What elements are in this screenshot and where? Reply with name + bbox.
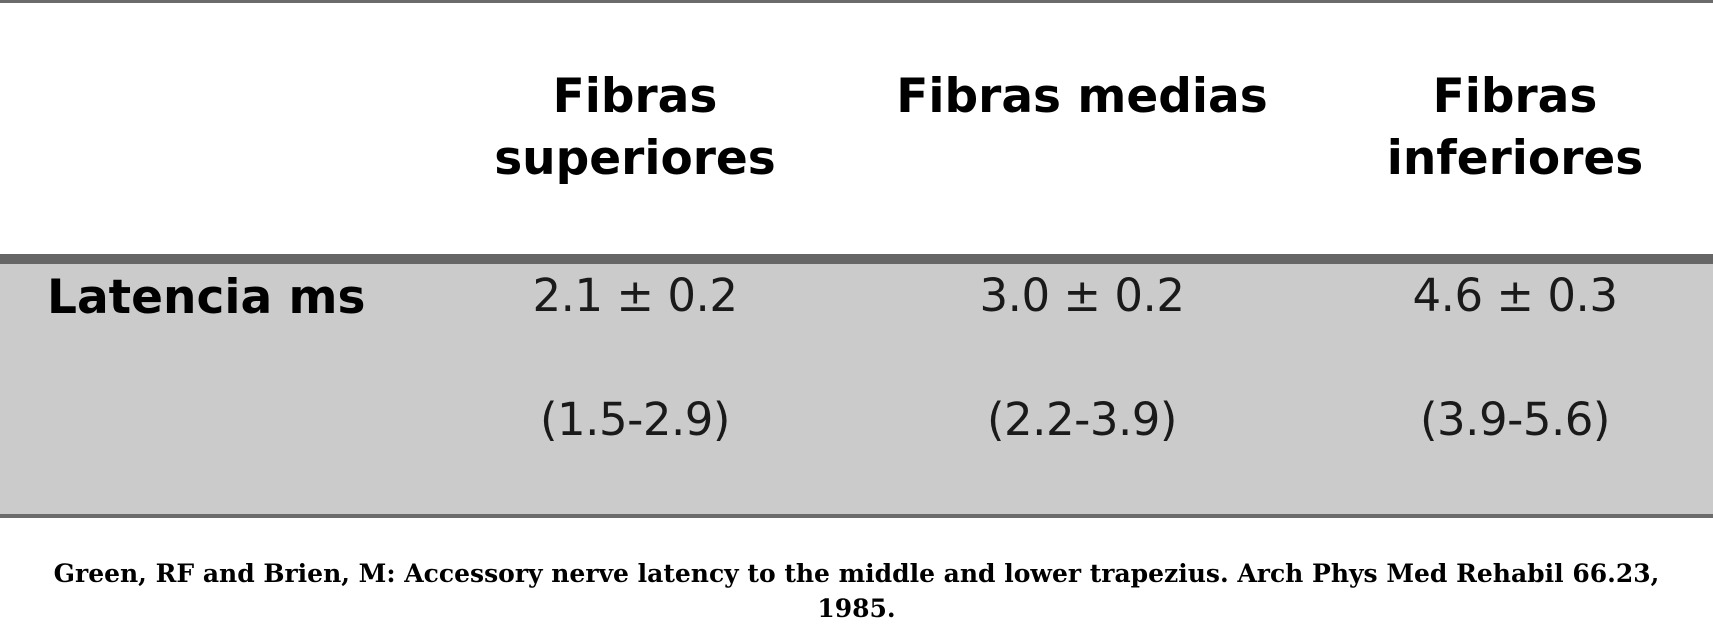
citation-line-1: Green, RF and Brien, M: Accessory nerve … <box>53 559 1660 588</box>
cell-superiores-range: (1.5-2.9) <box>540 393 730 446</box>
table-bottom-rule <box>0 514 1713 518</box>
citation: Green, RF and Brien, M: Accessory nerve … <box>0 556 1713 626</box>
citation-line-2: 1985. <box>817 594 896 623</box>
table-top-rule <box>0 0 1713 3</box>
cell-inferiores-mean: 4.6 ± 0.3 <box>1412 269 1618 322</box>
table-header-row <box>0 3 1713 255</box>
row-label-latencia: Latencia ms <box>47 270 366 325</box>
column-header-fibras-superiores: Fibras superiores <box>494 69 776 186</box>
cell-inferiores-range: (3.9-5.6) <box>1420 393 1610 446</box>
table-header-rule <box>0 254 1713 264</box>
cell-medias-mean: 3.0 ± 0.2 <box>979 269 1185 322</box>
table-data-row <box>0 264 1713 515</box>
cell-superiores-mean: 2.1 ± 0.2 <box>532 269 738 322</box>
column-header-fibras-medias: Fibras medias <box>896 69 1268 124</box>
column-header-fibras-inferiores: Fibras inferiores <box>1386 69 1644 186</box>
cell-medias-range: (2.2-3.9) <box>987 393 1177 446</box>
